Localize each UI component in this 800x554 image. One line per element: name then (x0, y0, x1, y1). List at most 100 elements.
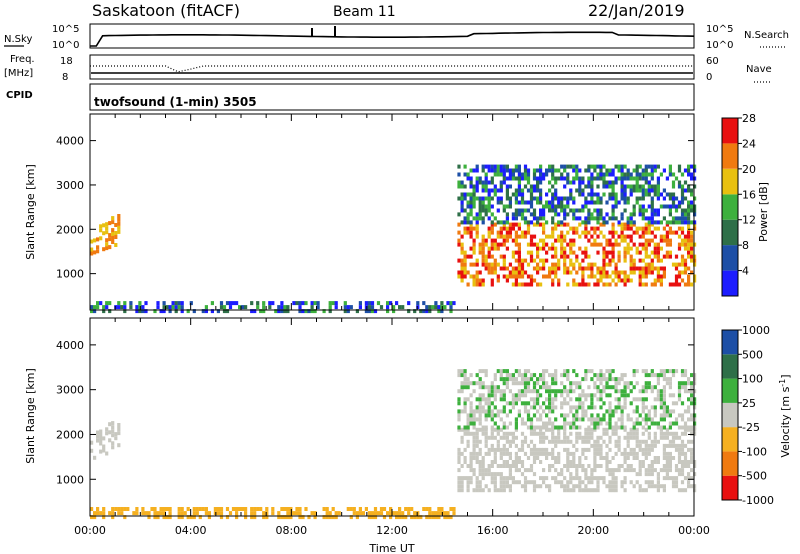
data-cell (593, 385, 597, 390)
data-cell (668, 204, 672, 209)
colorbar-swatch (722, 354, 738, 379)
data-cell (183, 511, 187, 516)
data-cell (650, 389, 654, 394)
data-cell (587, 262, 591, 267)
data-cell (626, 456, 630, 460)
data-cell (511, 172, 515, 177)
data-cell (605, 270, 609, 275)
data-cell (575, 176, 579, 181)
data-cell (539, 373, 543, 378)
data-cell (680, 464, 685, 468)
data-cell (437, 507, 441, 511)
data-cell (536, 447, 540, 452)
data-cell (93, 238, 97, 243)
data-cell (587, 480, 591, 485)
data-cell (457, 468, 461, 473)
data-cell (575, 468, 579, 473)
data-cell (693, 472, 697, 477)
data-cell (629, 447, 633, 452)
data-cell (539, 196, 543, 201)
data-cell (159, 511, 163, 516)
data-cell (487, 397, 491, 402)
data-cell (469, 176, 473, 181)
data-cell (511, 435, 515, 440)
data-cell (641, 172, 645, 177)
data-cell (554, 222, 558, 227)
data-cell (466, 385, 470, 390)
y-tick-label: 4000 (56, 339, 84, 352)
data-cell (496, 443, 500, 448)
data-cell (617, 270, 621, 275)
data-cell (219, 301, 224, 306)
data-cell (593, 262, 597, 267)
data-cell (358, 507, 362, 511)
data-cell (250, 515, 254, 520)
data-cell (517, 389, 521, 394)
data-cell (490, 222, 494, 227)
data-cell (463, 381, 467, 386)
data-cell (659, 172, 663, 177)
data-cell (93, 250, 97, 255)
data-cell (475, 226, 479, 231)
data-cell (481, 282, 485, 287)
data-cell (674, 282, 679, 287)
data-cell (548, 204, 552, 209)
data-cell (662, 431, 666, 436)
data-cell (560, 393, 564, 398)
data-cell (572, 168, 576, 173)
data-cell (520, 282, 525, 287)
data-cell (475, 456, 479, 460)
data-cell (373, 309, 378, 314)
data-cell (653, 242, 657, 247)
data-cell (617, 242, 621, 247)
data-cell (463, 164, 467, 169)
data-cell (111, 216, 115, 221)
data-cell (599, 200, 603, 205)
data-cell (280, 507, 284, 511)
data-cell (569, 164, 573, 169)
data-cell (398, 511, 402, 516)
y-tick-label: 3000 (56, 179, 84, 192)
data-cell (262, 511, 266, 516)
data-cell (283, 309, 287, 314)
colorbar-frame (721, 329, 739, 501)
data-cell (526, 401, 531, 406)
data-cell (563, 425, 567, 430)
data-cell (578, 435, 582, 440)
data-cell (472, 456, 476, 460)
data-cell (526, 226, 531, 231)
data-cell (554, 460, 558, 464)
data-cell (653, 226, 657, 231)
data-cell (575, 216, 579, 221)
data-cell (687, 242, 691, 247)
data-cell (578, 456, 582, 460)
data-cell (626, 435, 630, 440)
data-cell (596, 242, 600, 247)
data-cell (481, 427, 485, 432)
data-cell (566, 435, 570, 440)
data-cell (596, 435, 600, 440)
data-cell (551, 435, 555, 440)
data-cell (517, 242, 521, 247)
time-axis-label: Time UT (368, 542, 414, 554)
data-cell (557, 439, 561, 444)
data-cell (508, 172, 512, 177)
data-cell (373, 515, 378, 520)
data-cell (644, 447, 648, 452)
data-cell (386, 305, 390, 310)
data-cell (690, 425, 694, 430)
data-cell (599, 168, 603, 173)
data-cell (469, 180, 473, 185)
data-cell (481, 184, 485, 189)
data-cell (653, 266, 657, 271)
data-cell (611, 480, 615, 485)
data-cell (496, 242, 500, 247)
data-cell (638, 258, 642, 263)
data-cell (590, 192, 594, 197)
data-cell (162, 511, 166, 516)
data-cell (572, 212, 576, 217)
data-cell (386, 309, 390, 314)
data-cell (520, 200, 525, 205)
data-cell (614, 266, 618, 271)
